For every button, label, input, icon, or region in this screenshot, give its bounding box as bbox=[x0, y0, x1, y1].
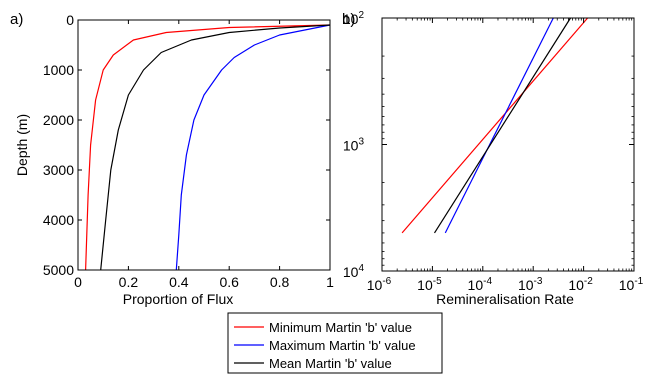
panel-b-series bbox=[401, 17, 589, 234]
panel-b-y-tick-exponent: 2 bbox=[358, 10, 364, 21]
panel-a-axes: 0 0.2 0.4 0.6 0.8 1 0 1000 2000 3000 4000 5000 bbox=[43, 12, 334, 290]
panel-b-x-tick-label: 10-1 bbox=[619, 276, 644, 293]
panel-a-x-tick-label: 0.2 bbox=[119, 274, 139, 290]
panel-b-x-tick-exponent: -3 bbox=[534, 276, 543, 287]
legend: Minimum Martin 'b' value Maximum Martin … bbox=[227, 312, 443, 374]
panel-b-y-tick-exponent: 4 bbox=[358, 263, 364, 274]
panel-a-y-tick-label: 2000 bbox=[43, 112, 74, 128]
panel-b-y-tick-exponent: 3 bbox=[358, 137, 364, 148]
panel-b-label: b) bbox=[342, 11, 355, 28]
panel-a-x-tick-label: 0 bbox=[74, 274, 82, 290]
legend-label-min: Minimum Martin 'b' value bbox=[269, 320, 412, 335]
legend-label-mean: Mean Martin 'b' value bbox=[269, 356, 392, 371]
panel-a-ylabel: Depth (m) bbox=[14, 114, 30, 176]
panel-b-xlabel: Remineralisation Rate bbox=[436, 291, 574, 307]
panel-b-y-tick-label: 104 bbox=[343, 263, 365, 280]
panel-b-y-tick-label: 103 bbox=[343, 137, 365, 154]
panel-a-y-tick-label: 1000 bbox=[43, 62, 74, 78]
panel-a-x-tick-label: 0.8 bbox=[270, 274, 290, 290]
panel-a-y-tick-label: 5000 bbox=[43, 262, 74, 278]
panel-a-x-tick-label: 1 bbox=[326, 274, 334, 290]
panel-b-y-tick-label: 102 bbox=[343, 10, 365, 27]
panel-b-line-maximum-martin-b-value bbox=[444, 17, 554, 234]
panel-b-x-tick-label: 10-6 bbox=[367, 276, 392, 293]
panel-a-line-maximum-martin-b-value bbox=[175, 24, 331, 271]
panel-a-line-minimum-martin-b-value bbox=[85, 24, 331, 271]
legend-label-max: Maximum Martin 'b' value bbox=[269, 338, 416, 353]
panel-a-x-tick-label: 0.4 bbox=[169, 274, 189, 290]
panel-b-line-mean-martin-b-value bbox=[433, 17, 572, 234]
panel-b-x-tick-exponent: -4 bbox=[483, 276, 492, 287]
panel-b-line-minimum-martin-b-value bbox=[401, 17, 589, 234]
panel-a-y-tick-label: 4000 bbox=[43, 212, 74, 228]
panel-b-x-tick-exponent: -1 bbox=[634, 276, 643, 287]
panel-a-frame bbox=[77, 19, 331, 271]
panel-a-line-mean-martin-b-value bbox=[100, 24, 331, 271]
panel-a-label: a) bbox=[10, 11, 23, 28]
panel-a-y-tick-label: 0 bbox=[66, 12, 74, 28]
panel-b-x-tick-exponent: -6 bbox=[382, 276, 391, 287]
panel-b-frame bbox=[381, 17, 635, 272]
panel-a: 0 0.2 0.4 0.6 0.8 1 0 1000 2000 3000 4000 5000 Prop… bbox=[14, 12, 334, 307]
panel-b-x-tick-exponent: -2 bbox=[584, 276, 593, 287]
panel-a-x-tick-label: 0.6 bbox=[219, 274, 239, 290]
panel-a-series bbox=[85, 24, 331, 271]
panel-b-x-tick-exponent: -5 bbox=[433, 276, 442, 287]
panel-a-y-tick-label: 3000 bbox=[43, 162, 74, 178]
panel-a-xlabel: Proportion of Flux bbox=[123, 291, 234, 307]
